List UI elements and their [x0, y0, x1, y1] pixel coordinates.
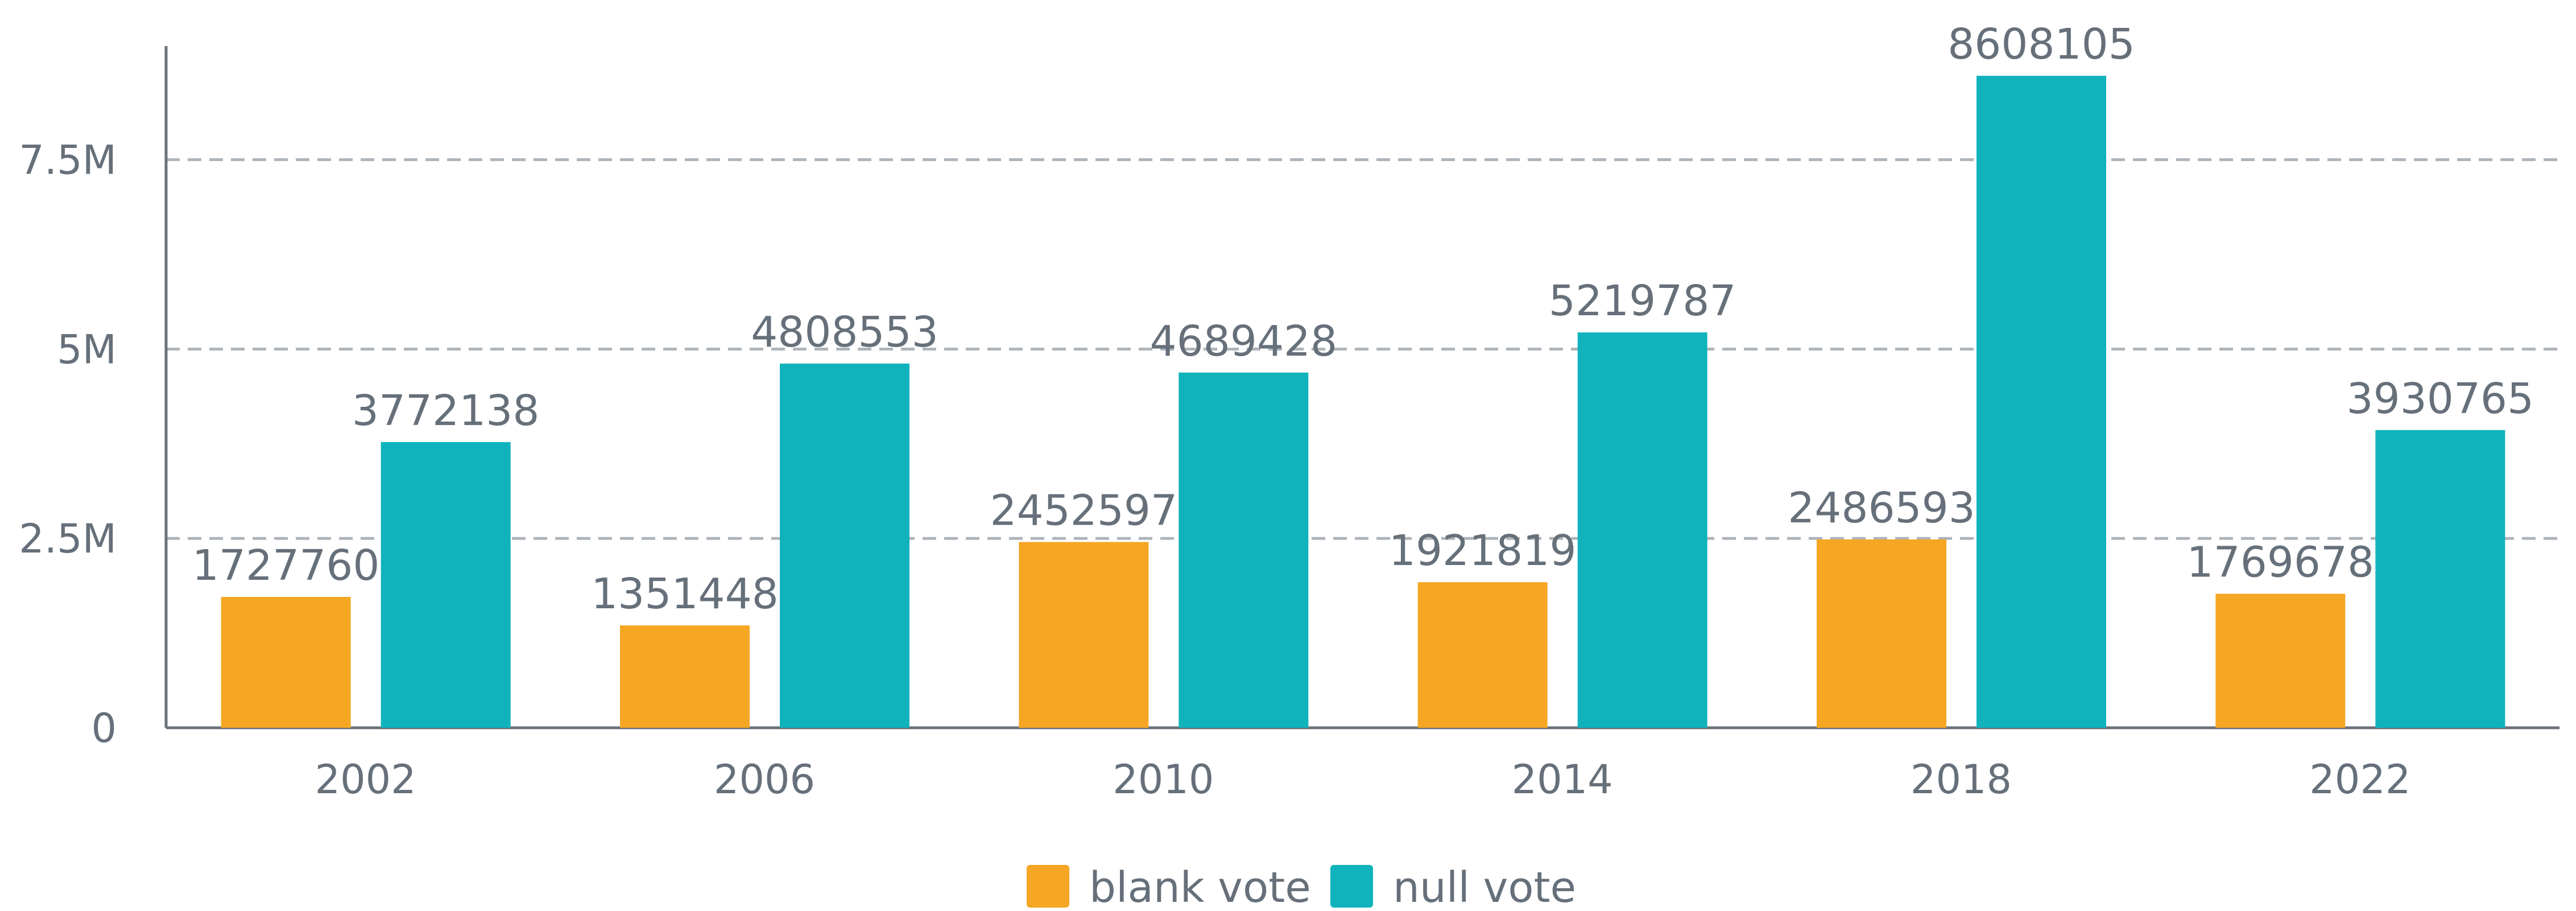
x-tick-label: 2002 [315, 756, 416, 803]
x-tick-label: 2014 [1512, 756, 1613, 803]
y-tick-label: 0 [91, 705, 117, 752]
bar [780, 363, 909, 728]
bar [221, 597, 351, 728]
y-tick-label: 5M [57, 326, 117, 373]
x-tick-label: 2010 [1113, 756, 1214, 803]
value-label: 1921819 [1389, 526, 1577, 575]
legend-swatch [1027, 865, 1069, 908]
value-label: 1769678 [2187, 538, 2375, 587]
bar [1019, 542, 1149, 728]
bar [1417, 582, 1548, 728]
bar [1817, 539, 1946, 728]
value-label: 5219787 [1549, 277, 1736, 325]
value-label: 4689428 [1150, 317, 1338, 366]
bar [620, 625, 750, 728]
bar [2215, 593, 2346, 728]
x-tick-label: 2006 [714, 756, 815, 803]
bar [1179, 372, 1309, 728]
value-label: 1351448 [591, 570, 779, 619]
value-label: 1727760 [192, 541, 380, 590]
value-label: 2452597 [990, 487, 1178, 535]
y-tick-label: 7.5M [19, 137, 117, 184]
bar [2375, 430, 2505, 728]
value-label: 3930765 [2347, 374, 2534, 423]
legend-label: null vote [1393, 863, 1576, 911]
legend-swatch [1330, 865, 1373, 908]
legend-label: blank vote [1089, 863, 1311, 911]
value-label: 4808553 [751, 308, 938, 357]
bar [381, 442, 511, 728]
bar [1977, 76, 2106, 728]
value-label: 3772138 [352, 386, 540, 435]
value-label: 8608105 [1947, 20, 2135, 69]
bar [1577, 332, 1707, 728]
value-label: 2486593 [1788, 484, 1975, 533]
x-tick-label: 2018 [1911, 756, 2012, 803]
x-tick-label: 2022 [2309, 756, 2410, 803]
y-tick-label: 2.5M [19, 516, 117, 562]
